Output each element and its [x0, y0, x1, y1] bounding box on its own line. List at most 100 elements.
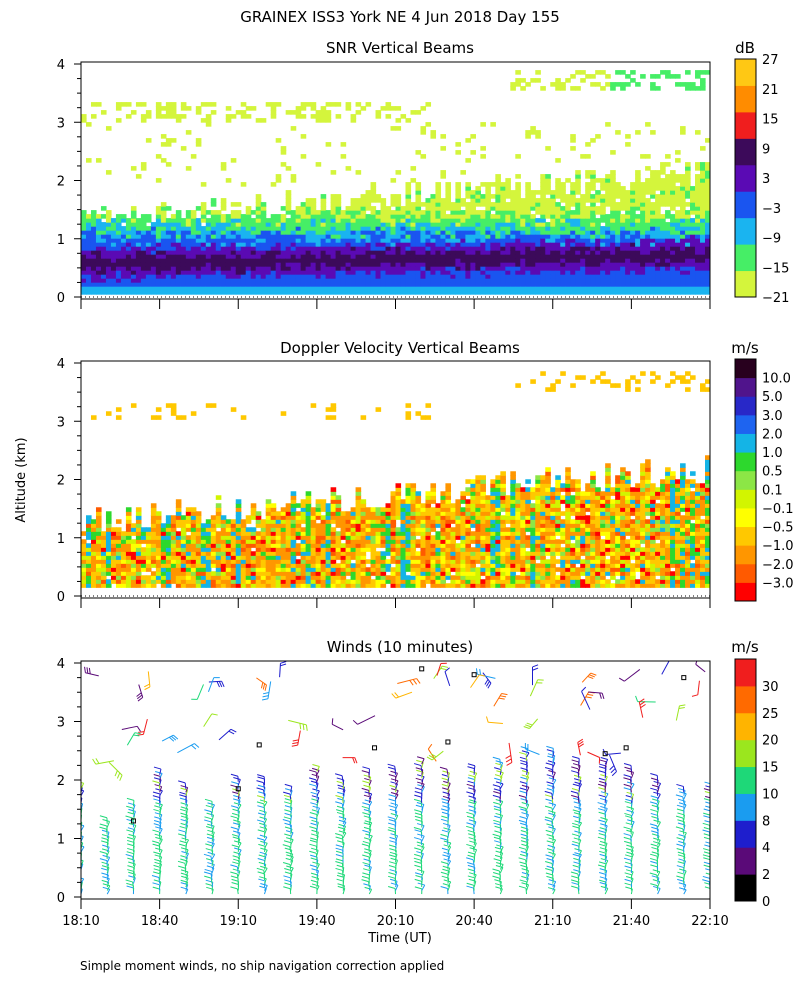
- snr-cell: [570, 198, 576, 203]
- snr-cell: [350, 230, 357, 235]
- doppler-cell: [460, 551, 466, 556]
- snr-cell: [490, 290, 496, 295]
- snr-cell: [665, 282, 671, 287]
- snr-cell: [360, 210, 367, 215]
- snr-cell: [455, 214, 461, 219]
- snr-cell: [485, 242, 491, 247]
- snr-cell: [250, 230, 257, 235]
- snr-cell: [635, 186, 641, 191]
- snr-cell: [435, 198, 442, 203]
- doppler-cell: [125, 547, 132, 552]
- snr-cell: [650, 230, 656, 235]
- snr-cell: [595, 286, 601, 291]
- snr-cell: [330, 270, 337, 275]
- snr-cell: [230, 290, 237, 295]
- snr-cell: [445, 266, 452, 271]
- doppler-cell: [300, 555, 307, 560]
- doppler-cell: [245, 583, 252, 588]
- snr-cell: [665, 254, 671, 259]
- doppler-cell: [215, 503, 222, 508]
- snr-cell: [510, 270, 516, 275]
- doppler-cell: [400, 559, 407, 564]
- snr-cell: [550, 234, 556, 239]
- doppler-cell: [265, 583, 272, 588]
- snr-cell: [170, 114, 177, 119]
- snr-cell: [655, 194, 661, 199]
- snr-cell: [685, 230, 691, 235]
- doppler-cell: [85, 523, 92, 528]
- doppler-cell: [200, 583, 207, 588]
- doppler-cell: [440, 575, 447, 580]
- doppler-cell: [165, 547, 172, 552]
- snr-cell: [635, 198, 641, 203]
- snr-cell: [475, 250, 481, 255]
- snr-cell: [160, 286, 167, 291]
- snr-cell: [520, 210, 526, 215]
- snr-cell: [540, 230, 546, 235]
- snr-cell: [330, 214, 337, 219]
- snr-cell: [635, 222, 641, 227]
- snr-cell: [410, 110, 417, 115]
- doppler-cell: [185, 555, 192, 560]
- snr-cell: [280, 206, 287, 211]
- doppler-cell: [245, 527, 252, 532]
- snr-cell: [285, 258, 292, 263]
- snr-cell: [615, 70, 621, 75]
- doppler-cell: [375, 523, 382, 528]
- snr-cell: [395, 238, 402, 243]
- snr-cell: [470, 226, 476, 231]
- snr-cell: [305, 282, 312, 287]
- doppler-cell: [170, 547, 177, 552]
- doppler-cell: [265, 551, 272, 556]
- snr-cell: [305, 242, 312, 247]
- doppler-cell: [305, 547, 312, 552]
- doppler-cell: [425, 559, 432, 564]
- snr-cell: [240, 246, 247, 251]
- snr-cell: [330, 286, 337, 291]
- snr-cell: [695, 278, 701, 283]
- doppler-cell: [305, 503, 312, 508]
- snr-cell: [345, 226, 352, 231]
- doppler-cell: [415, 551, 422, 556]
- snr-cell: [590, 226, 596, 231]
- snr-cell: [630, 190, 636, 195]
- doppler-cell: [275, 543, 282, 548]
- doppler-cell: [90, 535, 97, 540]
- snr-cell: [680, 246, 686, 251]
- snr-cell: [535, 130, 541, 135]
- snr-cell: [295, 246, 302, 251]
- snr-cell: [630, 182, 636, 187]
- snr-cell: [370, 266, 377, 271]
- doppler-cell: [90, 523, 97, 528]
- snr-cell: [620, 234, 626, 239]
- snr-cell: [475, 238, 481, 243]
- snr-cell: [690, 270, 696, 275]
- doppler-cell: [155, 511, 162, 516]
- doppler-cell: [195, 583, 202, 588]
- snr-cell: [570, 226, 576, 231]
- snr-cell: [495, 242, 501, 247]
- snr-cell: [165, 258, 172, 263]
- snr-cell: [640, 214, 646, 219]
- doppler-cell: [95, 543, 102, 548]
- snr-cell: [215, 234, 222, 239]
- snr-cell: [350, 270, 357, 275]
- snr-cell: [665, 198, 671, 203]
- doppler-cell: [110, 567, 117, 572]
- doppler-cell: [370, 535, 377, 540]
- snr-cell: [85, 250, 92, 255]
- snr-cell: [220, 214, 227, 219]
- doppler-cell: [315, 583, 322, 588]
- snr-cell: [335, 218, 342, 223]
- snr-cell: [545, 238, 551, 243]
- snr-cell: [390, 286, 397, 291]
- doppler-cell: [400, 511, 407, 516]
- snr-cell: [95, 258, 102, 263]
- snr-cell: [660, 234, 666, 239]
- doppler-cell: [215, 511, 222, 516]
- snr-cell: [340, 258, 347, 263]
- snr-cell: [370, 194, 377, 199]
- snr-cell: [465, 230, 471, 235]
- snr-cell: [330, 210, 337, 215]
- snr-cell: [120, 258, 127, 263]
